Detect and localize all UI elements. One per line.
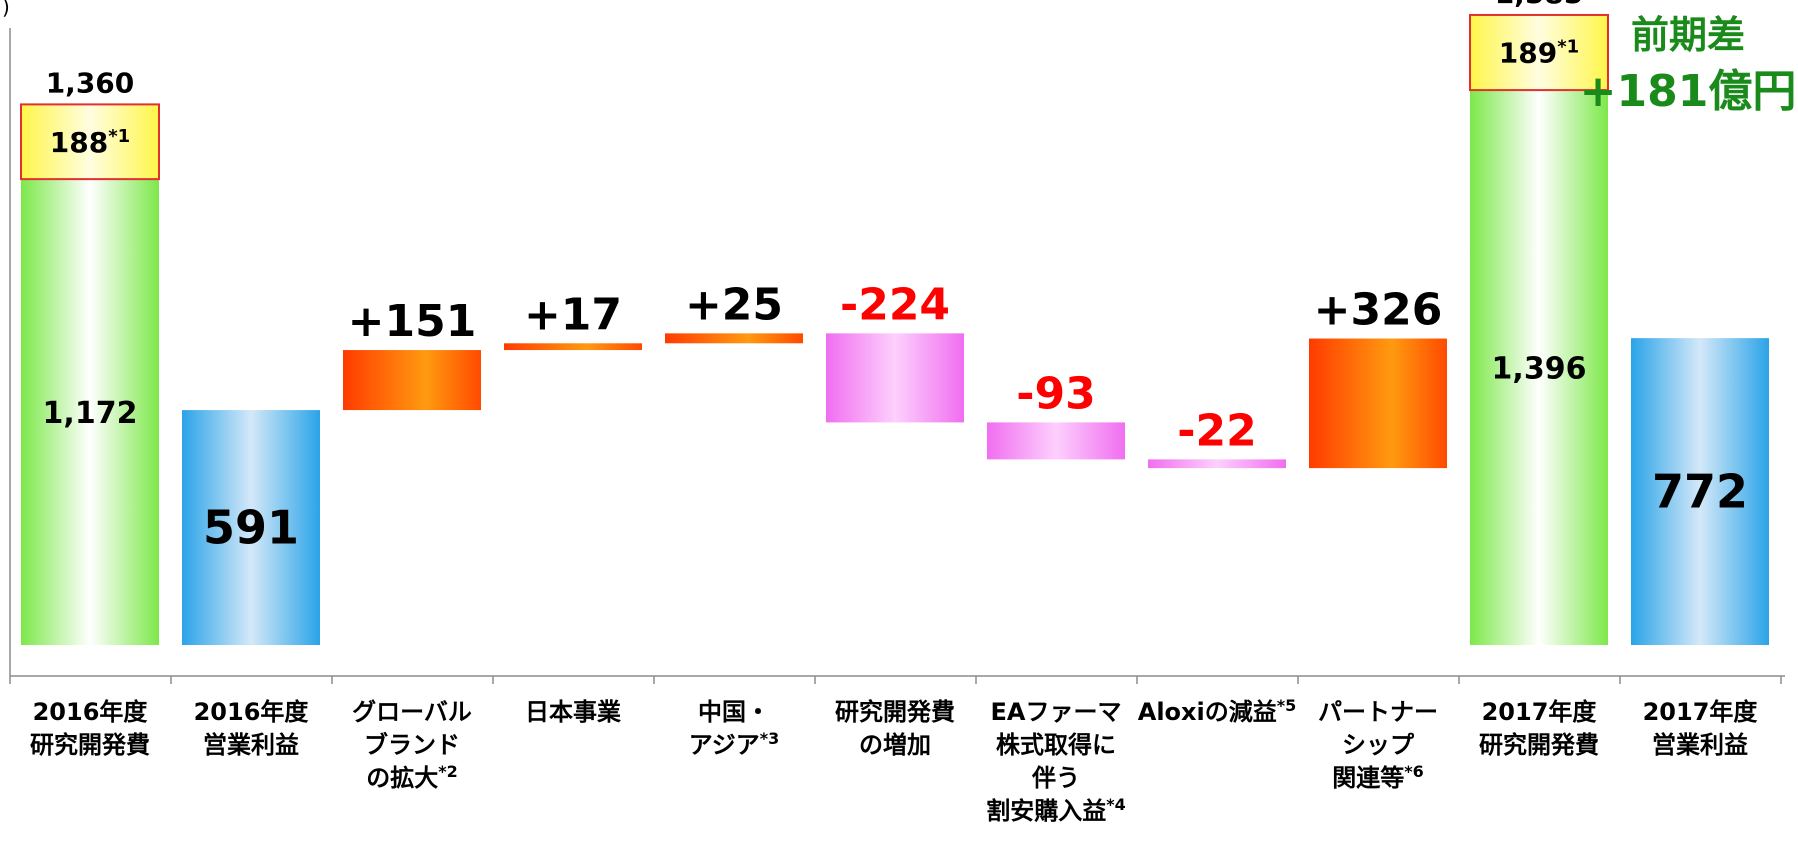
category-label: 割安購入益*4 [986,795,1126,826]
bar-delta [504,343,642,351]
category-label: の拡大*2 [366,762,458,793]
category-label: 2016年度 [194,698,310,726]
unit-mark: ) [2,0,10,19]
category-label: 伴う [1031,764,1080,792]
bar-value-label: 591 [203,501,299,555]
bar-segment-green [21,179,159,645]
category-label: ブランド [364,731,460,759]
category-label: 株式取得に [996,731,1116,759]
labels-layer: 1,172 188*1 1,360 591 +151 +17 +25 -224 -93 -22 +3… [30,0,1758,825]
bar-delta [987,422,1125,460]
category-label: 2017年度 [1643,698,1759,726]
category-label: 研究開発費 [835,698,955,726]
bars-layer [9,13,1782,684]
delta-label: +17 [524,289,622,340]
delta-label: +25 [685,279,783,330]
bar-delta [826,333,964,423]
bar-total [182,410,320,645]
annotation-line1: 前期差 [1631,13,1745,57]
bar-delta [1309,338,1447,469]
category-label: 2017年度 [1482,698,1598,726]
segment-label: 1,172 [43,396,138,431]
segment-label: 1,396 [1492,352,1587,387]
bar-total [1631,338,1769,645]
delta-label: +151 [348,296,477,347]
bar-delta [343,350,481,411]
bar-delta [1148,459,1286,469]
stack-total-label: 1,585 [1495,0,1584,10]
bar-segment-green [1470,90,1608,646]
delta-label: -93 [1016,368,1096,419]
delta-label: +326 [1314,285,1443,336]
annotation-line2: +181億円 [1580,66,1797,117]
category-label: グローバル [352,698,472,726]
bar-segment-yellow [1469,13,1609,92]
category-label: Aloxiの減益*5 [1138,696,1297,727]
segment-label: 188*1 [50,125,130,159]
stack-total-label: 1,360 [46,66,135,99]
category-label: アジア*3 [689,729,780,760]
category-label: 営業利益 [1652,731,1748,759]
delta-label: -224 [840,279,950,330]
category-label: 研究開発費 [30,731,150,759]
category-label: 研究開発費 [1479,731,1599,759]
category-label: 2016年度 [33,698,149,726]
category-label: パートナー [1318,698,1438,726]
category-label: EAファーマ [991,698,1122,726]
bar-value-label: 772 [1652,465,1748,519]
bar-segment-yellow [20,103,160,181]
bar-delta [665,333,803,344]
difference-annotation: 前期差 +181億円 [1580,13,1797,117]
delta-label: -22 [1177,405,1257,456]
category-label: シップ [1342,731,1415,759]
category-label: 関連等*6 [1332,762,1424,793]
category-label: 営業利益 [203,731,299,759]
category-label: の増加 [859,731,931,759]
category-label: 中国・ [698,698,770,726]
category-label: 日本事業 [525,698,621,726]
